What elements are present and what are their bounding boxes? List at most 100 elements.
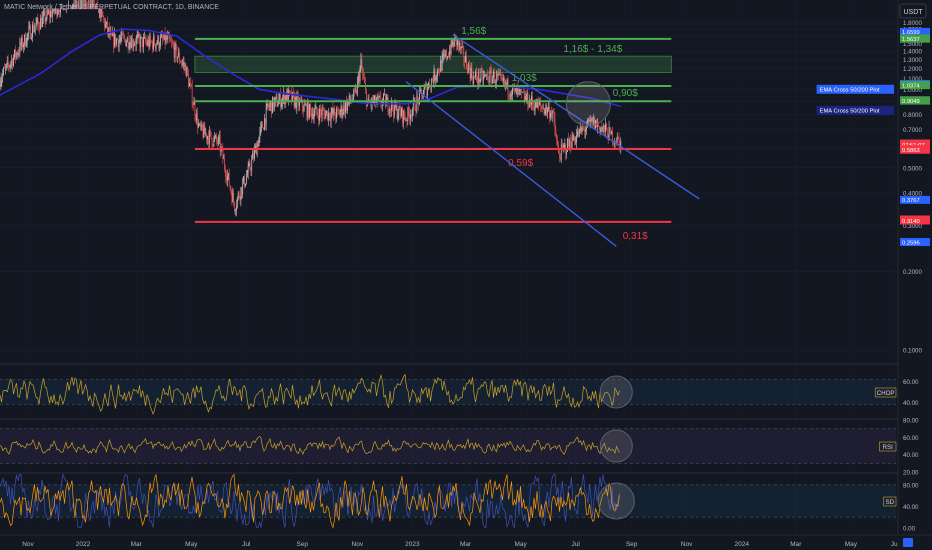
candle-body [19, 41, 21, 54]
candle-body [548, 106, 549, 110]
candle-body [354, 89, 355, 91]
candle-body [476, 72, 477, 80]
candle-body [501, 74, 503, 78]
candle-body [63, 8, 65, 11]
candle-body [332, 108, 334, 114]
candle-body [367, 97, 369, 103]
time-tick: Mar [131, 541, 143, 548]
candle-body [459, 42, 461, 50]
candle-body [49, 10, 50, 17]
candle-body [353, 89, 355, 100]
candle-body [421, 93, 423, 99]
time-tick: Mar [460, 541, 472, 548]
candle-body [477, 72, 479, 84]
candle-body [34, 26, 36, 29]
candle-body [365, 89, 367, 106]
candle-body [184, 64, 186, 67]
candle-body [222, 148, 224, 159]
candle-body [408, 107, 410, 113]
candle-body [264, 118, 266, 125]
candle-body [497, 74, 499, 77]
candle-body [393, 101, 395, 116]
candle-body [167, 34, 169, 40]
stoch-d-line [0, 473, 620, 529]
candle-body [328, 112, 330, 119]
candle-body [290, 91, 291, 93]
price-tick: 1.0000 [903, 87, 922, 94]
candle-body [210, 131, 212, 139]
candle-body [522, 91, 524, 93]
candle-body [381, 104, 383, 106]
candle-body [98, 8, 100, 13]
candle-body [375, 95, 376, 105]
candle-body [70, 8, 72, 10]
candle-body [443, 54, 445, 56]
candle-body [363, 74, 364, 79]
candle-body [590, 119, 592, 121]
candle-body [361, 59, 363, 69]
candle-body [245, 176, 247, 184]
candle-body [516, 87, 518, 95]
candle-body [527, 92, 529, 107]
candle-body [191, 86, 193, 105]
candle-body [85, 8, 87, 10]
candle-body [327, 110, 328, 121]
candle-body [601, 128, 603, 130]
candle-body [244, 176, 245, 187]
indicator-tick: 60.00 [903, 379, 919, 386]
currency-label[interactable]: USDT [903, 9, 923, 16]
candle-body [225, 168, 226, 177]
candle-body [69, 8, 70, 10]
candle-body [292, 92, 293, 101]
candle-body [611, 131, 613, 135]
candle-body [369, 102, 371, 103]
candle-body [577, 131, 578, 136]
candle-body [127, 37, 129, 48]
candle-body [16, 52, 18, 56]
candle-body [102, 11, 104, 17]
candle-body [204, 125, 206, 134]
candle-body [569, 139, 570, 147]
candle-body [598, 126, 600, 127]
candle-body [578, 129, 580, 137]
candle-body [379, 96, 381, 97]
candle-body [528, 106, 530, 108]
candle-body [386, 97, 388, 100]
candle-body [253, 153, 254, 159]
candle-body [563, 144, 565, 148]
candle-body [153, 36, 155, 45]
candle-body [438, 69, 439, 72]
candle-body [309, 104, 310, 119]
candle-body [116, 38, 117, 45]
candle-body [54, 8, 56, 11]
candle-body [549, 106, 550, 119]
candle-body [588, 119, 590, 122]
candle-body [163, 32, 165, 40]
candle-body [578, 131, 579, 137]
candle-body [260, 126, 262, 131]
candle-body [409, 112, 411, 120]
candle-body [231, 192, 233, 203]
candle-body [552, 111, 554, 112]
candle-body [33, 28, 35, 32]
price-badge [900, 96, 930, 105]
level-label: 0,31$ [623, 231, 648, 242]
indicator-tick: 40.00 [903, 452, 919, 459]
candle-body [179, 52, 180, 62]
candle-body [410, 114, 411, 120]
candle-body [156, 43, 158, 44]
candle-body [389, 108, 391, 113]
candle-body [586, 127, 587, 131]
candle-body [257, 143, 259, 147]
candle-body [476, 79, 478, 84]
candle-body [66, 8, 68, 10]
candle-body [41, 18, 42, 28]
candle-body [194, 102, 196, 116]
candle-body [320, 112, 322, 116]
currency-button[interactable]: USDT [899, 3, 927, 19]
price-tick: 1.2000 [903, 66, 922, 73]
candle-body [121, 32, 123, 38]
candle-body [562, 145, 564, 148]
candle-body [321, 109, 323, 116]
candle-body [182, 62, 184, 63]
